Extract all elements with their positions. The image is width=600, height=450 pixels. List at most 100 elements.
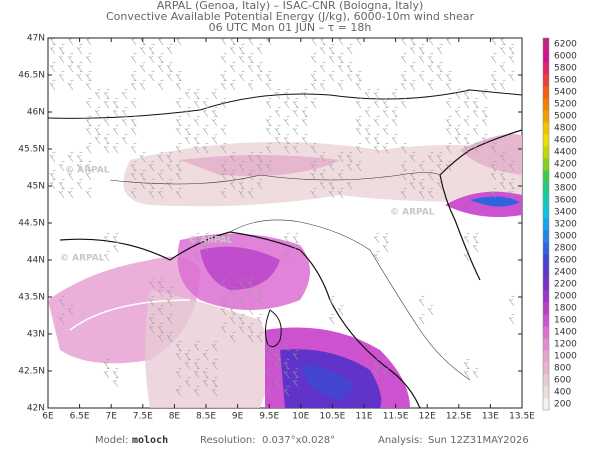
wind-barb — [148, 52, 155, 64]
wind-barb — [292, 349, 299, 361]
wind-barb — [283, 367, 290, 379]
watermark: © ARPAL — [390, 208, 435, 218]
wind-barb — [238, 52, 245, 64]
wind-barb — [382, 367, 389, 379]
colorbar-swatch — [543, 326, 549, 339]
wind-barb — [265, 124, 272, 136]
colorbar-label: 5000 — [554, 112, 577, 122]
colorbar-swatch — [543, 134, 549, 147]
wind-barb — [490, 52, 497, 64]
wind-barb — [157, 286, 164, 298]
wind-barb — [202, 376, 209, 388]
wind-barb — [418, 187, 425, 199]
colorbar-label: 600 — [554, 376, 571, 386]
wind-barb — [148, 295, 155, 307]
wind-barb — [175, 97, 182, 109]
wind-barb — [130, 38, 137, 46]
header-line: 06 UTC Mon 01 JUN – τ = 18h — [209, 21, 372, 34]
wind-barb — [508, 187, 515, 199]
wind-barb — [301, 115, 308, 127]
wind-barb — [319, 43, 326, 55]
wind-barb — [292, 97, 299, 109]
wind-barb — [175, 367, 182, 379]
wind-barb — [220, 160, 227, 172]
wind-barb — [85, 169, 92, 181]
wind-barb — [112, 367, 119, 379]
wind-barb — [400, 38, 407, 46]
wind-barb — [328, 187, 335, 199]
wind-barb — [328, 70, 335, 82]
wind-barb — [94, 133, 101, 145]
wind-barb — [193, 340, 200, 352]
colorbar-label: 1600 — [554, 316, 577, 326]
wind-barb — [130, 115, 137, 127]
wind-barb — [391, 106, 398, 118]
wind-barb — [202, 241, 209, 253]
wind-barb — [463, 97, 470, 109]
colorbar-swatch — [543, 362, 549, 375]
wind-barb — [463, 367, 470, 379]
wind-barb — [355, 115, 362, 127]
wind-barb — [148, 277, 155, 289]
wind-barb — [490, 169, 497, 181]
wind-barb — [319, 169, 326, 181]
wind-barb — [355, 97, 362, 109]
wind-barb — [175, 115, 182, 127]
colorbar-swatch — [543, 350, 549, 363]
colorbar-swatch — [543, 266, 549, 279]
wind-barb — [256, 43, 263, 55]
colorbar-swatch — [543, 86, 549, 99]
wind-barb — [247, 79, 254, 91]
wind-barb — [256, 151, 263, 163]
wind-barb — [274, 124, 281, 136]
wind-barb — [265, 385, 272, 397]
map-field — [48, 38, 522, 408]
wind-barb — [283, 115, 290, 127]
wind-barb — [49, 178, 56, 190]
colorbar-label: 5400 — [554, 88, 577, 98]
wind-barb — [418, 178, 425, 190]
wind-barb — [76, 70, 83, 82]
wind-barb — [184, 124, 191, 136]
wind-barb — [121, 133, 128, 145]
wind-barb — [499, 38, 506, 46]
colorbar-swatch — [543, 314, 549, 327]
wind-barb — [76, 178, 83, 190]
wind-barb — [445, 70, 452, 82]
wind-barb — [130, 124, 137, 136]
wind-barb — [310, 52, 317, 64]
wind-barb — [130, 187, 137, 199]
wind-barb — [67, 151, 74, 163]
wind-barb — [355, 70, 362, 82]
footer-value: 0.037°x0.028° — [262, 435, 335, 446]
wind-barb — [157, 331, 164, 343]
wind-barb — [256, 160, 263, 172]
wind-barb — [436, 43, 443, 55]
wind-barb — [121, 115, 128, 127]
wind-barb — [283, 358, 290, 370]
wind-barb — [112, 124, 119, 136]
wind-barb — [346, 160, 353, 172]
lon-label: 10.5E — [320, 412, 346, 422]
wind-barb — [382, 232, 389, 244]
wind-barb — [508, 178, 515, 190]
wind-barb — [85, 70, 92, 82]
wind-barb — [148, 178, 155, 190]
colorbar-label: 4200 — [554, 160, 577, 170]
lat-label: 45N — [27, 182, 45, 192]
wind-barb — [211, 385, 218, 397]
wind-barb — [283, 340, 290, 352]
wind-barb — [445, 160, 452, 172]
wind-barb — [58, 313, 65, 325]
wind-barb — [256, 178, 263, 190]
wind-barb — [292, 376, 299, 388]
wind-barb — [175, 340, 182, 352]
colorbar-label: 2200 — [554, 280, 577, 290]
wind-barb — [445, 97, 452, 109]
wind-barb — [328, 178, 335, 190]
wind-barb — [445, 124, 452, 136]
wind-barb — [220, 322, 227, 334]
wind-barb — [85, 142, 92, 154]
colorbar-swatch — [543, 122, 549, 135]
wind-barb — [463, 133, 470, 145]
